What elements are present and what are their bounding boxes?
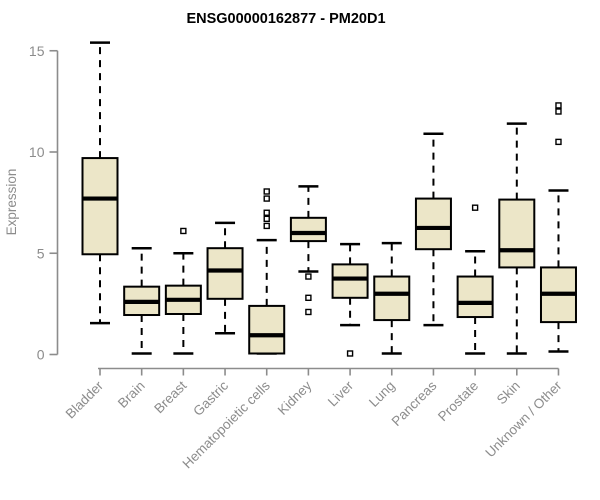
box-iqr [289, 216, 327, 243]
outlier-point [263, 209, 270, 216]
outlier-point [263, 222, 270, 230]
x-category-label: Gastric [190, 378, 231, 419]
box-iqr [206, 247, 244, 300]
x-category-label: Liver [325, 378, 357, 410]
box-group [123, 246, 161, 355]
boxes-layer [81, 41, 577, 357]
box-group [331, 242, 369, 357]
box-iqr [81, 157, 119, 256]
box-iqr [498, 198, 536, 269]
box-iqr [414, 197, 452, 251]
y-tick-label: 15 [29, 43, 45, 59]
box-group [289, 185, 327, 316]
box-group [456, 204, 494, 355]
x-category-label: Kidney [275, 378, 315, 418]
x-category-label: Skin [494, 378, 523, 407]
box-group [164, 227, 202, 355]
y-tick-label: 5 [37, 245, 45, 261]
x-category-label: Lung [366, 378, 398, 410]
outlier-point [180, 227, 187, 235]
outlier-point [471, 204, 479, 211]
box-group [414, 132, 452, 327]
outlier-point [305, 308, 312, 316]
box-group [539, 102, 577, 353]
box-group [373, 241, 411, 355]
x-category-label: Unknown / Other [482, 378, 565, 461]
box-group [248, 188, 286, 355]
box-iqr [248, 304, 286, 355]
outlier-point [263, 195, 270, 202]
outlier-point [305, 294, 312, 301]
outlier-point [555, 102, 562, 109]
x-category-label: Bladder [63, 378, 107, 422]
x-category-label: Breast [151, 378, 189, 416]
x-category-label: Brain [115, 378, 148, 411]
chart-title: ENSG00000162877 - PM20D1 [186, 11, 385, 27]
box-iqr [373, 275, 411, 322]
box-iqr [456, 275, 494, 319]
box-iqr [331, 263, 369, 299]
outlier-point [555, 138, 562, 146]
x-category-label: Pancreas [389, 378, 440, 429]
box-group [498, 122, 536, 355]
outlier-point [555, 108, 562, 115]
outlier-point [263, 188, 270, 195]
outlier-point [263, 215, 270, 223]
y-tick-label: 0 [37, 347, 45, 363]
outlier-point [305, 273, 312, 280]
box-group [206, 221, 244, 335]
y-tick-label: 10 [29, 144, 45, 160]
box-group [81, 41, 119, 325]
outlier-point [346, 350, 354, 357]
x-category-label: Prostate [435, 378, 481, 424]
y-axis-label: Expression [4, 169, 19, 236]
